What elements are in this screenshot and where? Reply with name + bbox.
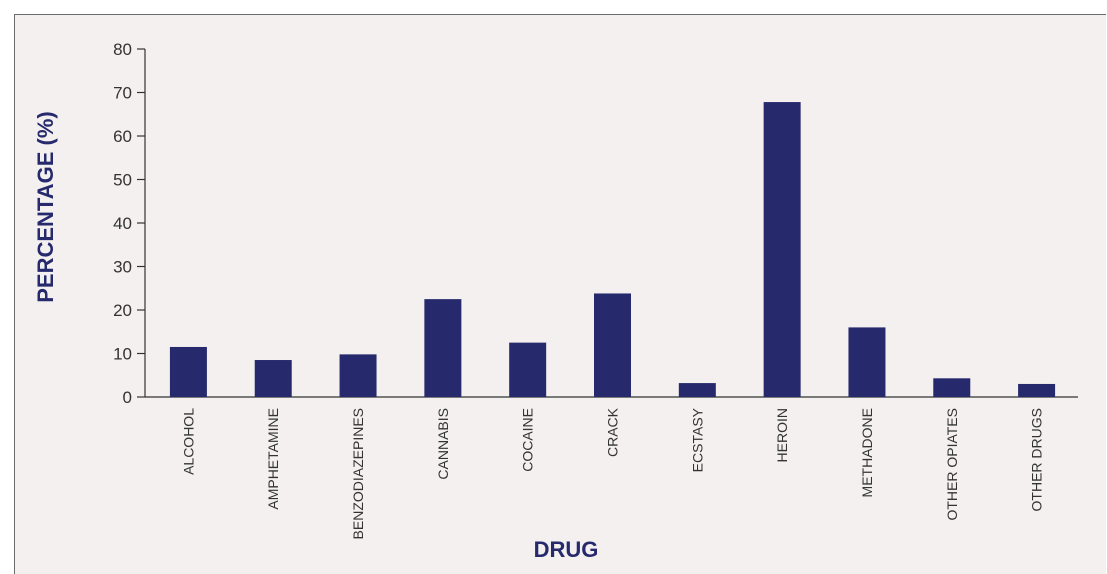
bar-heroin bbox=[763, 102, 801, 397]
y-tick-label: 30 bbox=[113, 258, 132, 277]
x-category-label: OTHER OPIATES bbox=[944, 408, 960, 521]
y-tick-label: 10 bbox=[113, 345, 132, 364]
chart-frame bbox=[14, 14, 1106, 574]
y-tick-label: 0 bbox=[123, 388, 132, 407]
x-category-label: ALCOHOL bbox=[180, 408, 196, 475]
bar-ecstasy bbox=[678, 383, 716, 397]
x-category-label: BENZODIAZEPINES bbox=[350, 408, 366, 539]
x-category-label: CANNABIS bbox=[435, 408, 451, 480]
category-labels: ALCOHOL AMPHETAMINE BENZODIAZEPINES CANNABI… bbox=[180, 407, 1044, 539]
x-category-label: HEROIN bbox=[774, 408, 790, 462]
x-category-label: COCAINE bbox=[520, 408, 536, 472]
bar-benzodiazepines bbox=[339, 354, 377, 397]
bar-methadone bbox=[848, 327, 886, 397]
y-tick-label: 80 bbox=[113, 40, 132, 59]
bar-crack bbox=[594, 293, 631, 397]
bar-cocaine bbox=[509, 342, 547, 397]
y-tick-label: 50 bbox=[113, 171, 132, 190]
x-axis-title: DRUG bbox=[534, 537, 599, 562]
x-category-label: OTHER DRUGS bbox=[1029, 408, 1045, 511]
y-tick-label: 60 bbox=[113, 127, 132, 146]
bar-amphetamine bbox=[254, 360, 292, 397]
bar-other-opiates bbox=[933, 378, 971, 397]
bar-cannabis bbox=[424, 299, 462, 397]
bar-alcohol bbox=[169, 346, 207, 397]
x-category-label: CRACK bbox=[605, 407, 621, 457]
y-axis-title: PERCENTAGE (%) bbox=[33, 111, 58, 303]
y-tick-label: 70 bbox=[113, 84, 132, 103]
y-axis: 0 10 20 30 40 50 60 70 80 bbox=[113, 40, 146, 407]
x-category-label: METHADONE bbox=[859, 408, 875, 497]
bar-other-drugs bbox=[1018, 383, 1056, 397]
bars bbox=[169, 102, 1056, 397]
x-category-label: ECSTASY bbox=[689, 407, 705, 472]
y-tick-label: 40 bbox=[113, 214, 132, 233]
x-category-label: AMPHETAMINE bbox=[265, 408, 281, 510]
y-tick-label: 20 bbox=[113, 301, 132, 320]
